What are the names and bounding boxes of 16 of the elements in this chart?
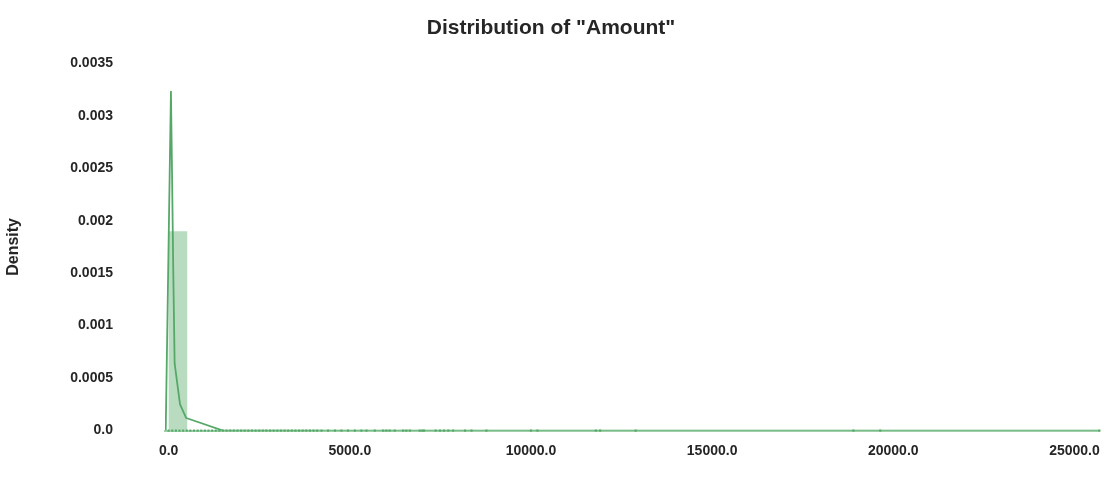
x-tick-label: 20000.0 xyxy=(867,441,919,458)
y-tick-label: 0.001 xyxy=(77,316,114,333)
x-tick-label: 25000.0 xyxy=(1049,441,1100,458)
y-tick-label: 0.002 xyxy=(77,211,114,228)
y-tick-label: 0.003 xyxy=(77,106,114,123)
x-tick-label: 0.0 xyxy=(158,441,179,458)
y-axis-title: Density xyxy=(4,217,22,276)
x-tick-label: 5000.0 xyxy=(328,441,372,458)
y-tick-label: 0.0035 xyxy=(70,54,114,71)
y-tick-label: 0.0015 xyxy=(70,264,114,280)
y-tick-label: 0.0 xyxy=(93,421,114,438)
x-tick-label: 10000.0 xyxy=(505,441,557,458)
chart-title: Distribution of "Amount" xyxy=(426,15,676,39)
x-tick-label: 15000.0 xyxy=(686,441,738,458)
y-tick-label: 0.0025 xyxy=(70,159,114,176)
y-tick-label: 0.0005 xyxy=(70,368,114,385)
